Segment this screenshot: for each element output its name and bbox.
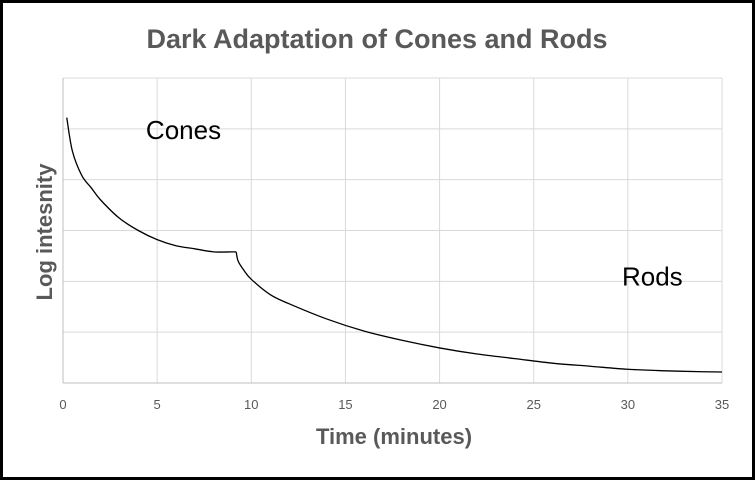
x-tick-label: 30 xyxy=(621,397,635,412)
annotations: Cones Rods xyxy=(146,115,683,291)
cone-curve xyxy=(66,117,237,253)
x-tick-label: 10 xyxy=(244,397,258,412)
annotation-rods: Rods xyxy=(622,261,683,291)
x-tick-label: 25 xyxy=(526,397,540,412)
gridlines xyxy=(63,77,723,383)
annotation-cones: Cones xyxy=(146,115,221,145)
chart-title: Dark Adaptation of Cones and Rods xyxy=(146,24,607,54)
axes xyxy=(62,78,722,384)
x-tick-label: 5 xyxy=(154,397,161,412)
x-tick-label: 15 xyxy=(338,397,352,412)
x-axis-title: Time (minutes) xyxy=(316,424,472,449)
rod-curve xyxy=(235,251,723,373)
x-tick-label: 20 xyxy=(432,397,446,412)
x-tick-labels: 0 5 10 15 20 25 30 35 xyxy=(59,397,729,412)
x-tick-label: 0 xyxy=(59,397,66,412)
series-group xyxy=(66,117,723,373)
x-tick-label: 35 xyxy=(715,397,729,412)
y-axis-title: Log intesnity xyxy=(32,163,57,301)
